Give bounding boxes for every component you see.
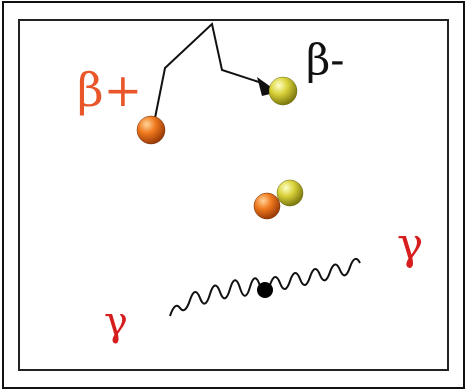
beta-minus-label: β- [306, 35, 344, 84]
annihilation-point-icon [257, 282, 273, 298]
pair-positron-icon [253, 192, 281, 220]
diagram-border [18, 19, 449, 371]
diagram-frame [2, 1, 465, 389]
pair-electron-icon [276, 179, 304, 207]
positron-path-line [152, 22, 266, 129]
gamma-left-label: γ [104, 299, 128, 345]
gamma-right-label: γ [397, 219, 423, 270]
positron-sphere-icon [136, 115, 166, 145]
annihilation-pair-icon [253, 179, 304, 220]
electron-sphere-icon [268, 76, 298, 106]
beta-plus-label: β+ [77, 63, 142, 117]
